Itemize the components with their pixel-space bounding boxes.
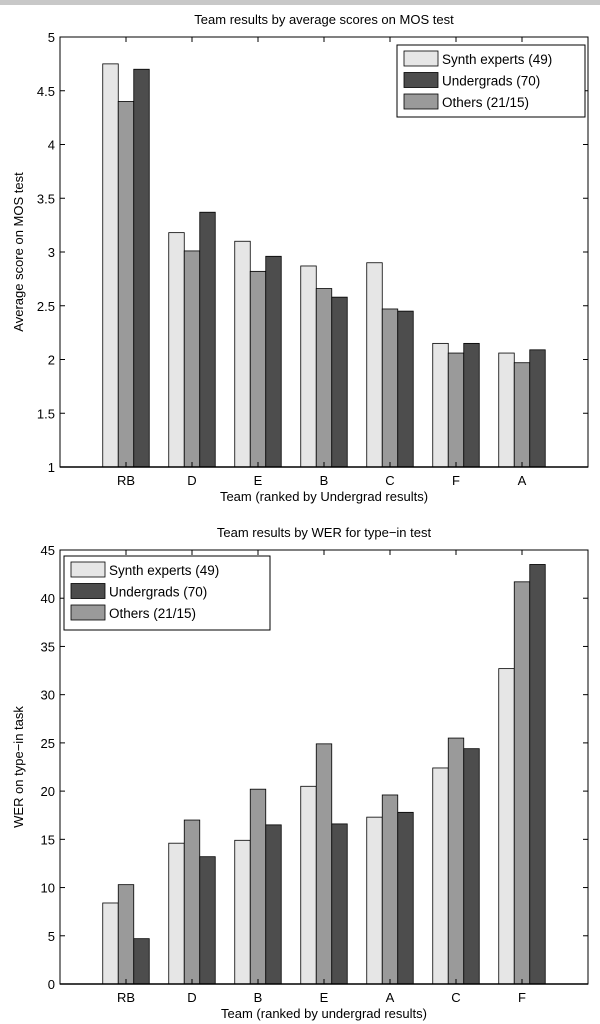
legend-label: Synth experts (49): [109, 563, 219, 578]
x-tick-label: C: [385, 473, 394, 488]
legend-swatch: [70, 583, 106, 599]
bar: [463, 748, 480, 985]
bar: [513, 362, 531, 468]
y-tick-label: 3: [48, 245, 55, 260]
bar: [183, 250, 201, 468]
x-axis-label: Team (ranked by Undergrad results): [220, 489, 428, 504]
legend-swatch: [70, 604, 106, 621]
x-tick-label: F: [452, 473, 460, 488]
bar: [432, 767, 449, 985]
x-axis-label: Team (ranked by undergrad results): [221, 1006, 427, 1021]
legend-label: Synth experts (49): [442, 52, 552, 67]
x-tick-label: B: [254, 990, 263, 1005]
chart-title: Team results by WER for type−in test: [217, 525, 432, 540]
bar: [529, 564, 546, 985]
bar: [447, 352, 465, 468]
bar: [234, 839, 251, 985]
y-tick-label: 1.5: [37, 406, 55, 421]
bar: [331, 296, 348, 468]
bar: [249, 270, 267, 468]
bar: [463, 342, 480, 468]
legend-swatch: [403, 93, 439, 110]
legend-label: Undergrads (70): [442, 74, 540, 89]
x-tick-label: RB: [117, 473, 135, 488]
bar: [133, 68, 150, 468]
y-tick-label: 40: [41, 591, 55, 606]
y-tick-label: 2: [48, 353, 55, 368]
bar: [199, 856, 216, 985]
y-tick-label: 30: [41, 688, 55, 703]
bar: [117, 884, 135, 985]
y-tick-label: 5: [48, 929, 55, 944]
y-tick-label: 4: [48, 138, 55, 153]
legend: Synth experts (49) Undergrads (70) Others …: [396, 44, 586, 118]
y-axis-label: WER on type−in task: [11, 706, 26, 828]
x-tick-label: A: [518, 473, 527, 488]
bar: [265, 255, 282, 468]
bar: [366, 262, 383, 468]
x-tick-label: D: [187, 473, 196, 488]
bar: [133, 938, 150, 985]
legend: Synth experts (49) Undergrads (70) Others …: [63, 555, 271, 631]
y-tick-label: 20: [41, 784, 55, 799]
bar: [381, 308, 399, 468]
y-tick-label: 5: [48, 30, 55, 45]
y-tick-label: 15: [41, 832, 55, 847]
bar: [498, 352, 515, 468]
x-tick-label: B: [320, 473, 329, 488]
wer-chart: Team results by WER for type−in test 0 5 10…: [11, 525, 589, 1021]
y-tick-label: 0: [48, 977, 55, 992]
bar: [168, 842, 185, 985]
legend-swatch: [403, 50, 439, 67]
bar: [183, 819, 201, 985]
y-tick-label: 10: [41, 881, 55, 896]
bar: [199, 211, 216, 468]
y-tick-label: 45: [41, 543, 55, 558]
x-tick-label: A: [386, 990, 395, 1005]
x-tick-label: E: [254, 473, 263, 488]
bar: [102, 902, 119, 985]
y-tick-label: 3.5: [37, 191, 55, 206]
bar: [234, 240, 251, 468]
bar: [300, 785, 317, 985]
bar: [331, 823, 348, 985]
x-tick-label: RB: [117, 990, 135, 1005]
legend-label: Undergrads (70): [109, 585, 207, 600]
bar: [265, 824, 282, 985]
bar: [432, 342, 449, 468]
bar: [168, 232, 185, 468]
legend-swatch: [403, 72, 439, 88]
bar: [300, 265, 317, 468]
bar: [315, 743, 333, 985]
legend-label: Others (21/15): [442, 95, 529, 110]
bar: [397, 811, 414, 985]
y-tick-label: 4.5: [37, 84, 55, 99]
bar: [117, 101, 135, 468]
bar: [513, 581, 531, 985]
legend-label: Others (21/15): [109, 606, 196, 621]
mos-chart: Team results by average scores on MOS te…: [11, 12, 589, 504]
bar: [102, 63, 119, 468]
top-bar: [0, 0, 600, 5]
bar: [498, 668, 515, 985]
bar: [366, 816, 383, 985]
bar: [529, 349, 546, 468]
bar: [249, 788, 267, 985]
y-tick-label: 35: [41, 639, 55, 654]
x-tick-label: D: [187, 990, 196, 1005]
y-tick-label: 25: [41, 736, 55, 751]
bar: [397, 310, 414, 468]
x-tick-label: F: [518, 990, 526, 1005]
legend-swatch: [70, 561, 106, 578]
chart-title: Team results by average scores on MOS te…: [194, 12, 454, 27]
x-tick-label: E: [320, 990, 329, 1005]
bar: [315, 288, 333, 468]
y-tick-label: 1: [48, 460, 55, 475]
y-axis-label: Average score on MOS test: [11, 172, 26, 332]
y-tick-label: 2.5: [37, 299, 55, 314]
x-tick-label: C: [451, 990, 460, 1005]
bar: [447, 737, 465, 985]
bar: [381, 794, 399, 985]
